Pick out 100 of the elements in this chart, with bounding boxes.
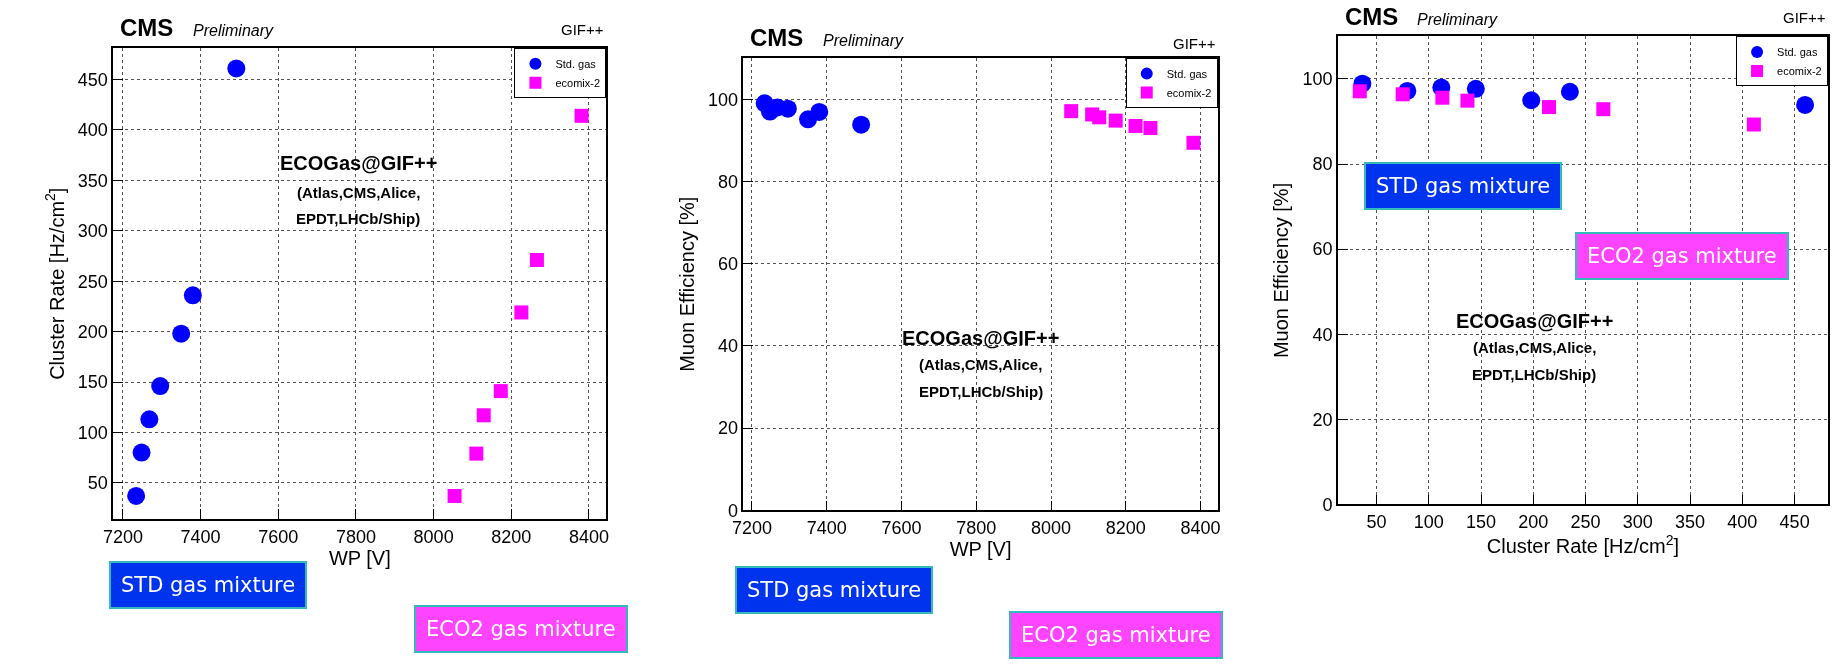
- point: [1128, 118, 1143, 133]
- point: [183, 286, 202, 305]
- y-tick-label: 60: [1312, 239, 1333, 260]
- legend-label: ecomix-2: [1166, 86, 1212, 99]
- x-tick-label: 50: [1366, 511, 1387, 532]
- point: [1435, 90, 1450, 105]
- text: GIF++: [1173, 35, 1216, 52]
- x-tick-label: 8400: [1180, 517, 1221, 538]
- text: GIF++: [1783, 9, 1826, 26]
- point: [1596, 102, 1611, 117]
- chart-subtitle: Preliminary: [1417, 11, 1499, 28]
- x-tick-label: 400: [1727, 511, 1758, 532]
- annotation: ECO2 gas mixture: [1587, 244, 1777, 268]
- annotation: ECOGas@GIF++: [280, 152, 438, 174]
- x-tick-label: 300: [1622, 511, 1653, 532]
- point: [140, 410, 159, 429]
- x-tick-label: 8200: [1105, 517, 1146, 538]
- point: [1541, 100, 1556, 115]
- x-tick-label: 8000: [1031, 517, 1072, 538]
- x-tick-label: 8400: [568, 526, 609, 547]
- point: [151, 377, 170, 396]
- x-axis-title: WP [V]: [328, 546, 391, 569]
- x-tick-label: 250: [1570, 511, 1601, 532]
- x-tick-label: 450: [1779, 511, 1810, 532]
- y-tick-label: 50: [87, 473, 108, 494]
- point: [132, 443, 151, 462]
- point: [529, 253, 544, 268]
- y-tick-label: 80: [718, 171, 739, 192]
- point: [1064, 104, 1079, 119]
- y-tick-label: 450: [77, 69, 108, 90]
- point: [574, 108, 589, 123]
- x-tick-label: 7400: [806, 517, 847, 538]
- x-axis-title: Cluster Rate [Hz/cm$^{2}$]: [1486, 531, 1680, 558]
- point: [1466, 79, 1485, 98]
- annotation: ECOGas@GIF++: [1456, 310, 1614, 332]
- text: ECO2 gas mixture: [426, 617, 616, 641]
- chart-subtitle: Preliminary: [823, 32, 905, 49]
- point: [514, 305, 529, 320]
- text: ECO2 gas mixture: [1021, 623, 1211, 647]
- point: [1186, 135, 1201, 150]
- x-tick-label: 7600: [258, 526, 299, 547]
- y-tick-label: 100: [77, 422, 108, 443]
- point: [1460, 93, 1475, 108]
- text: STD gas mixture: [121, 573, 296, 597]
- legend-label: Std. gas: [1166, 67, 1208, 80]
- y-tick-label: 400: [77, 120, 108, 141]
- annotation: EPDT,LHCb/Ship): [919, 383, 1044, 400]
- y-tick-label: 100: [707, 89, 739, 110]
- y-tick-label: 200: [77, 321, 108, 342]
- legend-label: ecomix-2: [555, 77, 601, 90]
- point: [493, 384, 508, 399]
- point: [1796, 95, 1815, 114]
- point: [469, 446, 484, 461]
- y-tick-label: 250: [77, 271, 108, 292]
- annotation: (Atlas,CMS,Alice,: [1473, 339, 1597, 356]
- point: [447, 488, 462, 503]
- annotation: (Atlas,CMS,Alice,: [919, 356, 1043, 373]
- point: [1522, 91, 1541, 110]
- point: [172, 324, 191, 343]
- x-tick-label: 7800: [956, 517, 997, 538]
- point: [1352, 84, 1367, 99]
- point: [810, 102, 829, 121]
- legend-label: ecomix-2: [1777, 65, 1822, 78]
- point: [476, 408, 491, 423]
- x-axis-title: WP [V]: [949, 537, 1012, 560]
- annotation: EPDT,LHCb/Ship): [296, 210, 421, 227]
- legend-label: Std. gas: [1777, 46, 1818, 59]
- point: [1092, 110, 1107, 125]
- y-axis-title: Muon Efficiency [%]: [1270, 182, 1293, 359]
- y-tick-label: 150: [77, 372, 108, 393]
- point: [1560, 82, 1579, 101]
- x-tick-label: 100: [1413, 511, 1444, 532]
- annotation: EPDT,LHCb/Ship): [1472, 366, 1597, 383]
- x-tick-label: 7600: [881, 517, 922, 538]
- annotation: ECOGas@GIF++: [902, 327, 1060, 349]
- point: [227, 59, 246, 78]
- chart-subtitle: Preliminary: [193, 22, 275, 39]
- x-tick-label: 200: [1518, 511, 1549, 532]
- x-tick-label: 7800: [335, 526, 376, 547]
- y-tick-label: 350: [77, 170, 108, 191]
- chart-title: CMS: [120, 14, 174, 41]
- x-tick-label: 7200: [102, 526, 143, 547]
- text: GIF++: [561, 21, 604, 38]
- legend-label: Std. gas: [555, 58, 597, 71]
- x-tick-label: 7400: [180, 526, 221, 547]
- y-tick-label: 300: [77, 221, 108, 242]
- point: [1108, 113, 1123, 128]
- y-tick-label: 40: [1312, 324, 1333, 345]
- chart-title: CMS: [750, 24, 804, 51]
- annotation: STD gas mixture: [1376, 174, 1551, 198]
- y-tick-label: 60: [718, 253, 739, 274]
- point: [127, 486, 146, 505]
- x-tick-label: 8000: [413, 526, 454, 547]
- annotation: (Atlas,CMS,Alice,: [297, 184, 421, 201]
- chart-title: CMS: [1345, 3, 1399, 30]
- point: [1395, 87, 1410, 102]
- x-tick-label: 150: [1466, 511, 1497, 532]
- y-tick-label: 100: [1302, 69, 1333, 90]
- y-tick-label: 80: [1312, 154, 1333, 175]
- y-tick-label: 20: [718, 418, 739, 439]
